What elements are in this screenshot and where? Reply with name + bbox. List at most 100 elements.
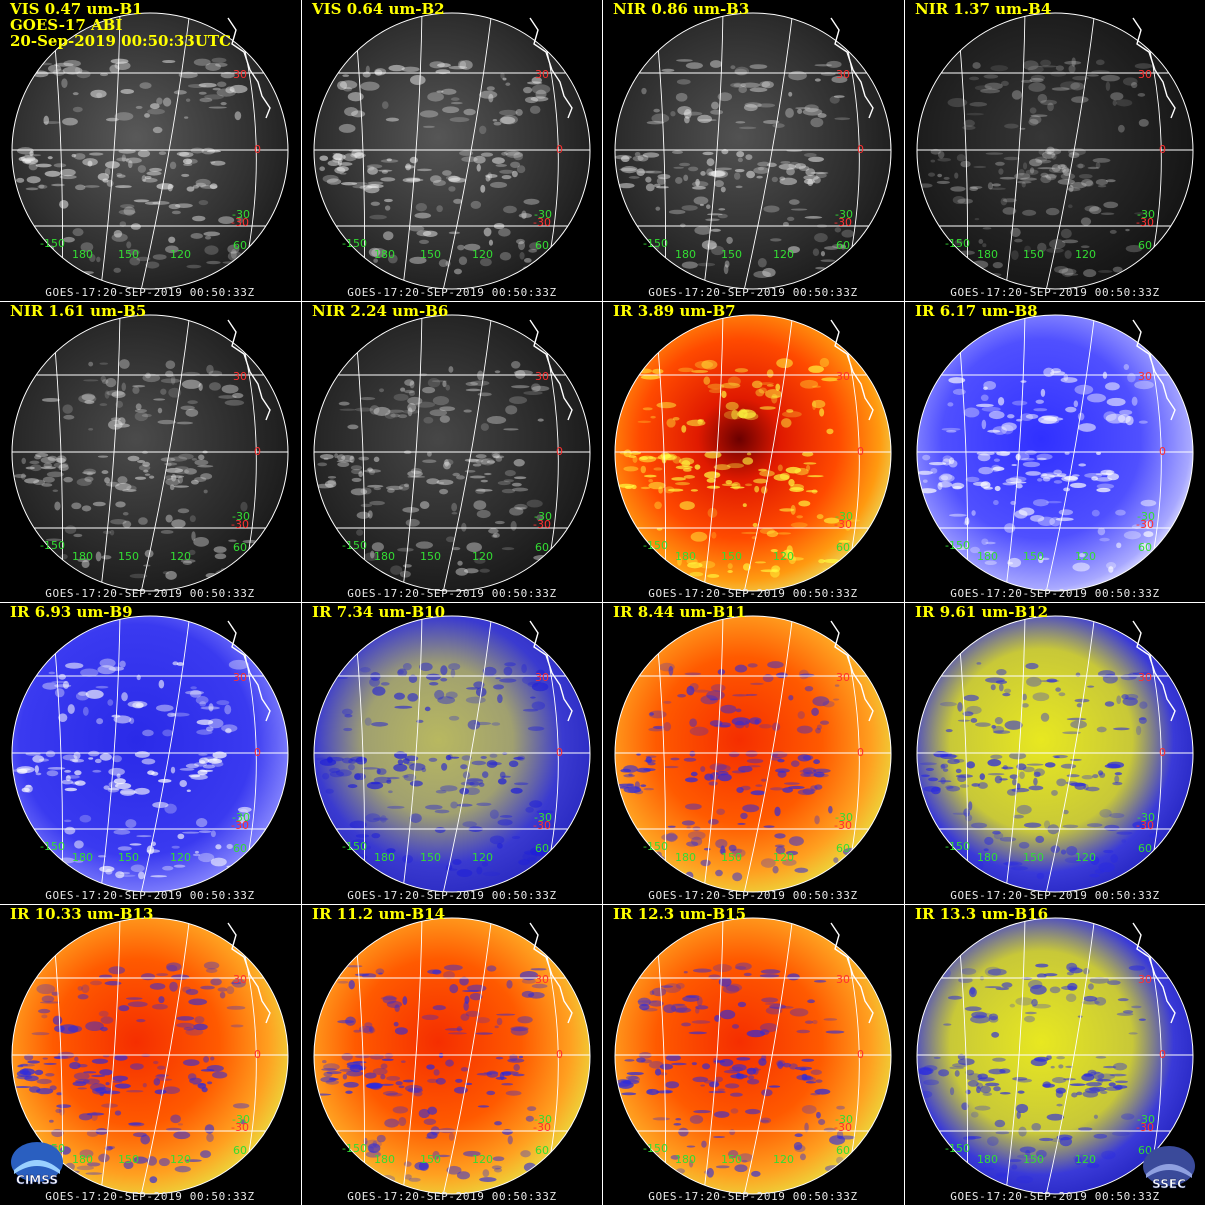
lat-label: -30	[834, 518, 852, 531]
lat-label: -30	[835, 811, 853, 824]
lat-label: -30	[231, 819, 249, 832]
lat-label: -30	[1136, 216, 1154, 229]
lat-label: -30	[533, 1121, 551, 1134]
lat-label: -30	[533, 216, 551, 229]
lon-label: 180	[977, 851, 998, 864]
band-title: IR 11.2 um-B14	[312, 906, 445, 922]
lat-label: 0	[254, 1048, 261, 1061]
lon-label: -150	[342, 539, 367, 552]
lat-label: 60	[1138, 541, 1152, 554]
band-title-text: NIR 1.61 um-B5	[10, 302, 147, 320]
lat-label: -30	[1137, 1113, 1155, 1126]
lat-label: 60	[233, 541, 247, 554]
lon-label: -150	[643, 1142, 668, 1155]
lon-label: 180	[72, 248, 93, 261]
lat-label: 30	[233, 68, 247, 81]
lon-label: 150	[420, 1153, 441, 1166]
graticule	[314, 616, 590, 892]
lon-label: 120	[170, 1153, 191, 1166]
lat-label: 30	[535, 68, 549, 81]
lat-label: -30	[1136, 819, 1154, 832]
globe-image-b3: 30 0 -30-30 60 -150 180 150 120	[614, 12, 892, 290]
lon-label: 180	[675, 1153, 696, 1166]
coastline	[529, 620, 573, 722]
lon-label: 180	[675, 550, 696, 563]
lon-label: 120	[472, 248, 493, 261]
lat-label: 0	[857, 1048, 864, 1061]
lon-label: 180	[977, 248, 998, 261]
lat-label: 60	[535, 541, 549, 554]
lon-label: -150	[342, 840, 367, 853]
coastline	[529, 319, 573, 421]
lat-label: -30	[533, 819, 551, 832]
cloud-texture	[319, 60, 555, 275]
earth-disc	[314, 616, 590, 892]
lon-label: 120	[170, 248, 191, 261]
cloud-texture	[315, 360, 559, 582]
lon-label: 150	[1023, 550, 1044, 563]
lat-label: 0	[1159, 445, 1166, 458]
lon-label: 180	[72, 851, 93, 864]
band-title: NIR 1.61 um-B5	[10, 303, 146, 319]
lon-label: 180	[72, 550, 93, 563]
lat-label: -30	[232, 208, 250, 221]
lat-label: 0	[1159, 746, 1166, 759]
lon-label: 180	[675, 851, 696, 864]
lat-label: -30	[835, 1113, 853, 1126]
globe-image-b5: 30 0 -30-30 60 -150 180 150 120	[11, 314, 289, 592]
lat-label: 60	[535, 842, 549, 855]
lat-label: -30	[1136, 518, 1154, 531]
lon-label: 180	[374, 550, 395, 563]
lon-label: -150	[40, 539, 65, 552]
coastline	[1132, 17, 1176, 119]
ssec-logo: SSEC	[1143, 1146, 1195, 1191]
coastline	[830, 17, 874, 119]
lat-label: 0	[556, 1048, 563, 1061]
lon-label: -150	[342, 237, 367, 250]
lat-label: 30	[836, 973, 850, 986]
earth-disc	[314, 918, 590, 1194]
band-title: NIR 0.86 um-B3	[613, 1, 749, 17]
globe-image-b7: 30 0 -30-30 60 -150 180 150 120	[614, 314, 892, 592]
panel-footer: GOES-17:20-SEP-2019 00:50:33Z	[347, 889, 557, 902]
band-panel-b5: 30 0 -30 -30 60 -150 180 150 120 NIR 1.61 um-B5 GO…	[0, 302, 302, 603]
lon-label: 150	[420, 248, 441, 261]
cimss-logo: CIMSS	[11, 1142, 63, 1187]
panel-footer: GOES-17:20-SEP-2019 00:50:33Z	[648, 587, 858, 600]
band-title-text: IR 8.44 um-B11	[613, 603, 747, 621]
scan-timestamp: 20-Sep-2019 00:50:33UTC	[10, 32, 232, 50]
lat-label: 0	[254, 746, 261, 759]
lat-label: 30	[233, 973, 247, 986]
band-panel-b15: 30 0 -30 -30 60 -150 180 150 120 IR 12.3 um-B15 GO…	[603, 905, 905, 1206]
coastline	[1132, 620, 1176, 722]
lon-label: 180	[374, 248, 395, 261]
cloud-texture	[617, 357, 861, 578]
coastline	[1132, 319, 1176, 421]
coastline	[830, 319, 874, 421]
cloud-texture	[917, 364, 1157, 582]
panel-footer: GOES-17:20-SEP-2019 00:50:33Z	[45, 286, 255, 299]
band-title: IR 13.3 um-B16	[915, 906, 1048, 922]
lat-label: -30	[1136, 1121, 1154, 1134]
lat-label: -30	[1137, 510, 1155, 523]
band-panel-b6: 30 0 -30 -30 60 -150 180 150 120 NIR 2.24 um-B6 GO…	[302, 302, 603, 603]
lon-label: 120	[773, 248, 794, 261]
band-title: IR 12.3 um-B15	[613, 906, 746, 922]
lat-label: -30	[232, 510, 250, 523]
globe-image-b6: 30 0 -30-30 60 -150 180 150 120	[313, 314, 591, 592]
earth-disc	[615, 315, 891, 591]
lon-label: 120	[472, 550, 493, 563]
band-title-text: IR 12.3 um-B15	[613, 905, 747, 923]
lat-label: -30	[835, 208, 853, 221]
lon-label: 150	[721, 248, 742, 261]
lat-label: 60	[836, 842, 850, 855]
satellite-name: GOES-17 ABI	[10, 16, 123, 34]
lon-label: 180	[977, 1153, 998, 1166]
lat-label: 60	[535, 1144, 549, 1157]
lat-label: 60	[836, 239, 850, 252]
band-title: IR 8.44 um-B11	[613, 604, 746, 620]
lat-label: 0	[556, 746, 563, 759]
lat-label: 0	[556, 143, 563, 156]
band-title-text: IR 3.89 um-B7	[613, 302, 736, 320]
